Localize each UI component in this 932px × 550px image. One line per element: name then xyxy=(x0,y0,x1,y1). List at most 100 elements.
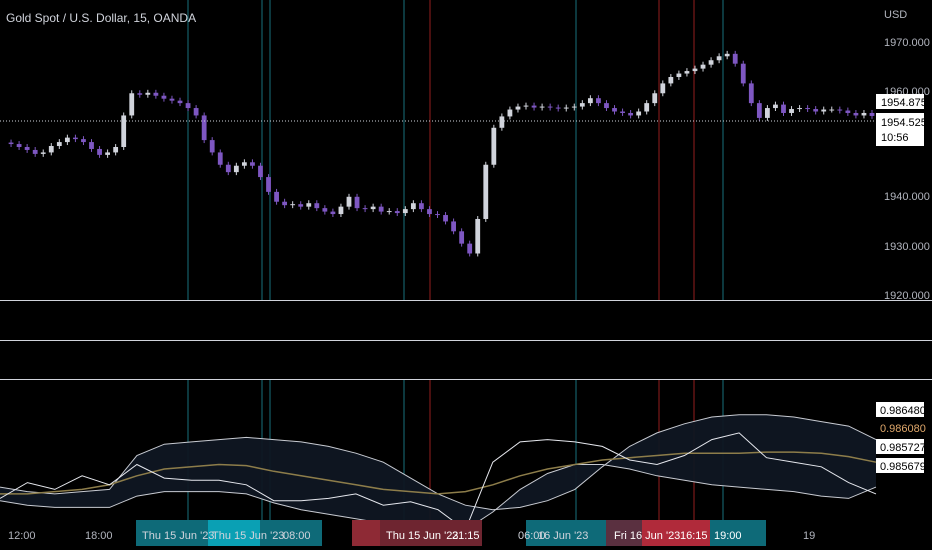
x-highlight-label: Thu 15 Jun '23 xyxy=(142,530,214,542)
price-candle xyxy=(539,106,545,108)
price-candle xyxy=(805,108,811,110)
indicator-badge xyxy=(876,420,924,435)
price-candle xyxy=(427,209,432,215)
indicator-label: 0.985727 xyxy=(880,442,926,454)
x-highlight xyxy=(526,520,606,546)
y-tick-label: 1940.000 xyxy=(884,191,930,203)
indicator-label: 0.986080 xyxy=(880,423,926,435)
price-candle xyxy=(789,109,794,113)
price-candle xyxy=(845,110,851,113)
x-highlight xyxy=(606,520,642,546)
price-candle xyxy=(322,208,328,212)
currency-label: USD xyxy=(884,9,908,21)
pane-gap-2 xyxy=(0,341,876,379)
price-candle xyxy=(684,71,690,74)
price-candle xyxy=(579,103,585,107)
price-candle xyxy=(740,63,746,84)
price-candle xyxy=(145,92,151,95)
price-candle xyxy=(604,103,609,109)
y-tick-label: 1970.000 xyxy=(884,37,930,49)
price-candle xyxy=(748,83,754,104)
price-candle xyxy=(660,83,666,94)
time-axis[interactable]: 12:00 18:00 06:00 19 Thu 15 Jun '23 Thu … xyxy=(8,520,815,546)
price-candle xyxy=(73,137,78,140)
price-candle xyxy=(515,106,521,110)
price-candle xyxy=(56,142,62,147)
price-candle xyxy=(169,98,175,101)
x-highlight xyxy=(352,520,380,546)
price-candle xyxy=(161,95,167,99)
x-tick-label: 06:00 xyxy=(518,530,546,542)
x-highlight xyxy=(710,520,766,546)
indicator-pane xyxy=(0,414,877,536)
x-highlight xyxy=(642,520,710,546)
price-candle xyxy=(402,209,408,214)
y-tick-label: 1930.000 xyxy=(884,241,930,253)
price-axis[interactable]: 1970.000 1960.000 1940.000 1930.000 1920… xyxy=(876,37,930,302)
price-candle xyxy=(555,107,561,109)
price-candle xyxy=(781,104,786,113)
price-candle xyxy=(113,147,119,153)
indicator-badge xyxy=(876,439,924,454)
price-candle xyxy=(756,103,762,118)
price-candle xyxy=(129,93,135,116)
price-candle xyxy=(378,206,384,212)
price-candle xyxy=(523,105,529,107)
price-candle xyxy=(64,137,70,143)
price-candle xyxy=(386,211,392,213)
price-candle xyxy=(676,73,682,77)
price-candle xyxy=(732,53,738,64)
price-candle xyxy=(48,146,54,153)
price-candle xyxy=(250,162,255,166)
last-price-label: 1954.875 xyxy=(881,97,927,109)
price-candle xyxy=(547,106,553,108)
x-highlight xyxy=(136,520,208,546)
price-candle xyxy=(587,98,593,104)
price-candle xyxy=(419,203,424,210)
price-candle xyxy=(137,93,143,95)
price-candle xyxy=(459,231,465,244)
price-candle xyxy=(451,221,456,232)
price-candle xyxy=(435,214,440,216)
x-highlight-label: 08:00 xyxy=(283,530,311,542)
price-candle xyxy=(266,177,271,192)
price-candle xyxy=(81,139,86,143)
price-candle xyxy=(853,112,859,116)
price-candle xyxy=(346,196,352,207)
indicator-badge xyxy=(876,458,924,473)
price-candle xyxy=(612,108,617,112)
price-candle xyxy=(837,109,843,111)
price-candle xyxy=(636,111,642,116)
price-candle xyxy=(797,108,802,110)
price-candle xyxy=(290,204,296,206)
price-candle xyxy=(153,92,159,96)
price-candle xyxy=(467,243,473,254)
indicator-badge xyxy=(876,402,924,417)
x-highlight-label: 16 Jun '23 xyxy=(538,530,588,542)
price-candle xyxy=(708,60,714,65)
price-candle xyxy=(700,64,706,69)
price-candle xyxy=(644,103,650,112)
price-candle xyxy=(306,203,312,207)
price-candle xyxy=(193,108,199,116)
price-candle xyxy=(499,116,505,128)
price-candle xyxy=(233,165,239,173)
price-candle xyxy=(185,103,191,109)
price-candle xyxy=(16,144,22,148)
x-tick-label: 19 xyxy=(803,530,815,542)
price-candle xyxy=(410,203,416,210)
price-candle xyxy=(620,111,625,113)
price-candle xyxy=(692,68,698,72)
indicator-label: 0.985679 xyxy=(880,461,926,473)
indicator-axis[interactable]: 0.986480 0.986080 0.985727 0.985679 xyxy=(876,402,926,473)
price-candle xyxy=(507,109,513,117)
indicator-label: 0.986480 xyxy=(880,405,926,417)
price-candle xyxy=(724,53,730,57)
price-candle xyxy=(394,211,400,214)
price-candle xyxy=(89,142,94,149)
price-candle xyxy=(209,140,215,153)
price-candle xyxy=(813,109,819,112)
price-candle xyxy=(314,203,320,209)
x-highlight xyxy=(380,520,482,546)
